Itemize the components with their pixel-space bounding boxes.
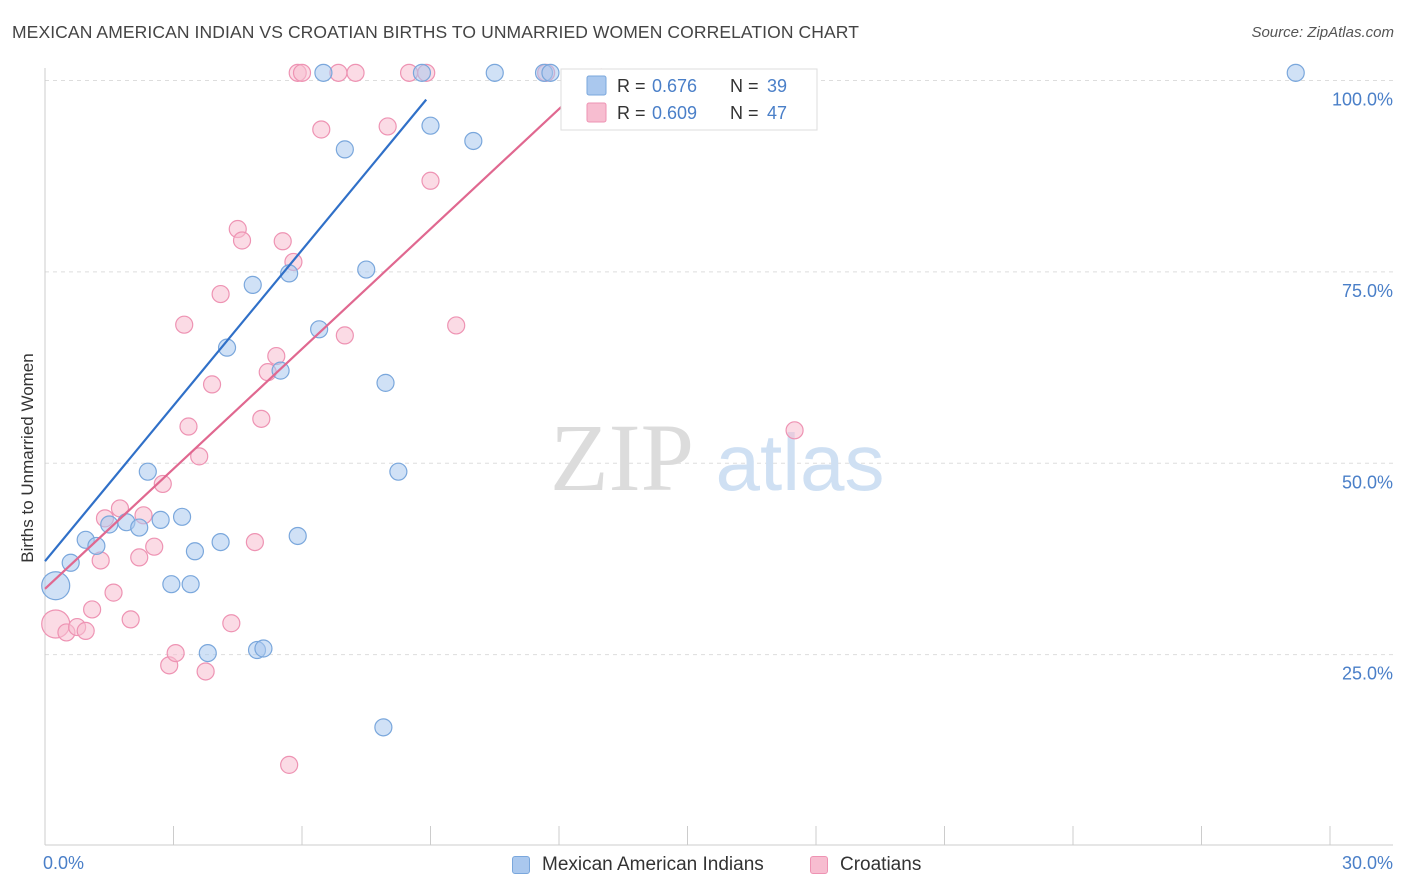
pink-data-point[interactable] bbox=[202, 375, 222, 394]
source-credit: Source: ZipAtlas.com bbox=[1251, 24, 1394, 41]
pink-data-point[interactable] bbox=[273, 232, 292, 251]
blue-data-point[interactable] bbox=[61, 553, 80, 572]
blue-data-point[interactable] bbox=[1286, 63, 1305, 82]
pink-data-point[interactable] bbox=[447, 316, 466, 335]
blue-data-point[interactable] bbox=[485, 63, 504, 82]
legend-r-value: 0.676 bbox=[652, 76, 697, 96]
legend-r-label: R = bbox=[617, 76, 646, 96]
pink-data-point[interactable] bbox=[130, 548, 149, 567]
pink-data-point[interactable] bbox=[252, 409, 271, 428]
y-tick-label: 25.0% bbox=[1342, 664, 1393, 684]
blue-data-point[interactable] bbox=[41, 571, 71, 601]
blue-data-point[interactable] bbox=[357, 260, 376, 279]
pink-data-point[interactable] bbox=[104, 583, 123, 602]
legend-swatch bbox=[586, 75, 607, 96]
legend-swatch-blue bbox=[512, 856, 530, 874]
watermark: ZIP atlas bbox=[550, 404, 884, 511]
pink-data-point[interactable] bbox=[292, 63, 312, 82]
legend-n-value: 39 bbox=[767, 76, 787, 96]
legend-label-croatians: Croatians bbox=[840, 854, 922, 875]
y-axis-title-group: Births to Unmarried Women bbox=[18, 353, 37, 562]
blue-data-point[interactable] bbox=[374, 718, 393, 737]
y-tick-label: 75.0% bbox=[1342, 281, 1393, 301]
x-tick-label-max: 30.0% bbox=[1342, 853, 1393, 873]
pink-data-point[interactable] bbox=[83, 600, 102, 619]
blue-data-point[interactable] bbox=[310, 320, 329, 339]
pink-data-point[interactable] bbox=[196, 662, 215, 681]
grid-lines bbox=[45, 80, 1393, 656]
y-tick-label: 100.0% bbox=[1332, 90, 1393, 110]
pink-data-point[interactable] bbox=[312, 120, 331, 139]
trend-lines bbox=[44, 68, 603, 590]
y-tick-label: 50.0% bbox=[1342, 472, 1393, 492]
blue-data-point[interactable] bbox=[172, 507, 192, 526]
series-legend: Mexican American Indians Croatians bbox=[0, 851, 1406, 879]
correlation-legend: R = 0.676 N = 39 R = 0.609 N = 47 bbox=[560, 68, 818, 131]
blue-data-point[interactable] bbox=[389, 462, 408, 481]
pink-data-point[interactable] bbox=[76, 621, 95, 640]
pink-data-point[interactable] bbox=[190, 447, 209, 466]
blue-data-point[interactable] bbox=[335, 140, 354, 159]
legend-n-value: 47 bbox=[767, 103, 787, 123]
blue-data-point[interactable] bbox=[412, 63, 432, 82]
blue-data-point[interactable] bbox=[185, 542, 205, 561]
pink-data-point[interactable] bbox=[335, 326, 354, 345]
pink-data-point[interactable] bbox=[222, 614, 241, 633]
pink-data-point[interactable] bbox=[145, 537, 164, 556]
chart-title: MEXICAN AMERICAN INDIAN VS CROATIAN BIRT… bbox=[12, 22, 860, 42]
legend-r-label: R = bbox=[617, 103, 646, 123]
blue-data-point[interactable] bbox=[541, 63, 560, 82]
pink-data-point[interactable] bbox=[785, 421, 804, 440]
blue-data-point[interactable] bbox=[288, 526, 307, 546]
data-points bbox=[41, 63, 1305, 774]
axes: 25.0% 50.0% 75.0% 100.0% 0.0% 30.0% bbox=[43, 68, 1393, 873]
pink-data-point[interactable] bbox=[211, 284, 230, 304]
pink-data-point[interactable] bbox=[346, 63, 365, 82]
pink-data-point[interactable] bbox=[121, 610, 140, 629]
pink-data-point[interactable] bbox=[280, 755, 299, 774]
legend-item-croatians[interactable]: Croatians bbox=[810, 851, 921, 879]
legend-label-mexican-american-indians: Mexican American Indians bbox=[542, 854, 764, 875]
blue-data-point[interactable] bbox=[198, 643, 217, 663]
legend-r-value: 0.609 bbox=[652, 103, 697, 123]
blue-data-point[interactable] bbox=[376, 373, 395, 392]
pink-data-point[interactable] bbox=[232, 231, 252, 250]
blue-data-point[interactable] bbox=[314, 63, 333, 82]
legend-item-mexican-american-indians[interactable]: Mexican American Indians bbox=[512, 851, 764, 879]
blue-data-point[interactable] bbox=[211, 532, 230, 552]
pink-trend-line bbox=[44, 68, 603, 590]
blue-trend-line bbox=[44, 98, 428, 562]
blue-data-point[interactable] bbox=[162, 575, 181, 594]
pink-data-point[interactable] bbox=[179, 417, 198, 436]
legend-swatch bbox=[586, 102, 607, 123]
y-axis-title: Births to Unmarried Women bbox=[18, 353, 37, 562]
x-tick-label-min: 0.0% bbox=[43, 853, 84, 873]
legend-swatch-pink bbox=[810, 856, 828, 874]
blue-data-point[interactable] bbox=[138, 462, 157, 481]
blue-data-point[interactable] bbox=[181, 575, 200, 594]
pink-data-point[interactable] bbox=[175, 315, 194, 334]
legend-n-label: N = bbox=[730, 103, 759, 123]
blue-data-point[interactable] bbox=[243, 275, 262, 294]
blue-data-point[interactable] bbox=[87, 536, 106, 556]
blue-data-point[interactable] bbox=[464, 131, 483, 151]
pink-data-point[interactable] bbox=[421, 171, 440, 190]
watermark-zip: ZIP bbox=[550, 404, 694, 511]
pink-data-point[interactable] bbox=[245, 532, 264, 552]
pink-data-point[interactable] bbox=[378, 117, 397, 136]
pink-data-point[interactable] bbox=[153, 474, 172, 494]
blue-data-point[interactable] bbox=[254, 639, 273, 658]
blue-data-point[interactable] bbox=[151, 510, 170, 529]
legend-n-label: N = bbox=[730, 76, 759, 96]
blue-data-point[interactable] bbox=[421, 116, 440, 135]
blue-data-point[interactable] bbox=[130, 518, 149, 537]
pink-data-point[interactable] bbox=[166, 643, 185, 663]
